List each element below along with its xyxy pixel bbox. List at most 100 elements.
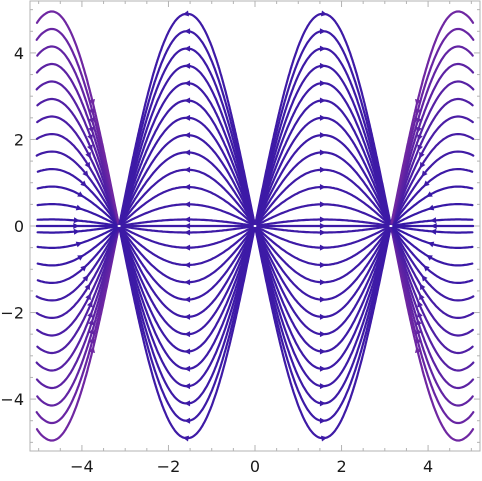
stream-arrow-icon	[319, 45, 326, 52]
stream-arrow-icon	[419, 151, 425, 159]
stream-arrow-icon	[415, 117, 422, 125]
stream-arrow-icon	[421, 274, 428, 282]
stream-arrow-icon	[184, 296, 191, 303]
stream-arrow-icon	[88, 126, 94, 134]
stream-arrow-icon	[88, 337, 95, 344]
stream-arrow-icon	[415, 108, 422, 115]
stream-arrow-icon	[87, 300, 93, 308]
stream-arrow-icon	[184, 97, 191, 104]
stream-arrow-icon	[184, 216, 191, 223]
stream-arrow-icon	[319, 331, 326, 338]
stream-arrow-icon	[427, 204, 435, 211]
stream-arrow-icon	[319, 216, 326, 223]
stream-arrow-icon	[88, 117, 95, 125]
stream-arrow-icon	[184, 365, 191, 372]
stream-arrow-icon	[319, 383, 326, 390]
stream-arrow-icon	[182, 435, 190, 442]
stream-arrow-icon	[184, 184, 191, 191]
y-tick-label: 0	[14, 217, 24, 236]
stream-arrow-icon	[184, 201, 191, 208]
stream-arrow-icon	[184, 114, 191, 121]
stream-arrow-icon	[416, 318, 422, 326]
stream-arrow-icon	[184, 166, 191, 173]
y-tick-label: −4	[0, 390, 24, 409]
stream-arrow-icon	[80, 265, 87, 272]
stream-arrow-icon	[419, 283, 426, 291]
stream-arrow-icon	[87, 311, 93, 318]
stream-arrow-icon	[88, 108, 95, 115]
stream-arrow-icon	[319, 166, 326, 173]
stream-arrow-icon	[319, 114, 326, 121]
stream-arrow-icon	[73, 217, 80, 224]
stream-arrow-icon	[319, 400, 326, 407]
stream-arrow-icon	[184, 132, 191, 139]
y-tick-label: −2	[0, 304, 24, 323]
stream-arrow-icon	[319, 201, 326, 208]
stream-arrow-icon	[182, 10, 190, 17]
stream-arrow-icon	[419, 293, 425, 301]
stream-arrow-icon	[73, 223, 80, 229]
stream-arrow-icon	[319, 261, 326, 268]
stream-arrow-icon	[184, 313, 191, 320]
stream-arrow-icon	[430, 217, 437, 224]
stream-arrow-icon	[184, 62, 191, 69]
stream-arrow-icon	[319, 244, 326, 251]
stream-arrow-icon	[319, 132, 326, 139]
stream-arrow-icon	[430, 228, 437, 235]
stream-arrow-icon	[184, 279, 191, 286]
stream-arrow-icon	[423, 180, 430, 187]
stream-arrow-icon	[319, 223, 326, 229]
stream-arrow-icon	[319, 80, 326, 87]
stream-arrow-icon	[84, 283, 91, 291]
stream-arrow-icon	[319, 28, 326, 35]
stream-arrow-icon	[417, 300, 423, 308]
stream-arrow-icon	[184, 383, 191, 390]
stream-arrow-icon	[184, 244, 191, 251]
stream-arrow-icon	[423, 265, 430, 272]
stream-arrow-icon	[184, 331, 191, 338]
stream-arrow-icon	[319, 149, 326, 156]
stream-arrow-icon	[184, 348, 191, 355]
stream-arrow-icon	[415, 337, 422, 344]
stream-arrow-icon	[84, 161, 91, 169]
streamlines	[35, 10, 475, 442]
stream-arrow-icon	[414, 346, 421, 353]
stream-arrow-icon	[89, 346, 96, 353]
x-tick-label: −4	[70, 457, 94, 476]
stream-arrow-icon	[414, 99, 421, 106]
stream-arrow-icon	[73, 228, 80, 235]
stream-arrow-icon	[75, 241, 83, 248]
stream-arrow-icon	[319, 365, 326, 372]
stream-arrow-icon	[85, 151, 91, 159]
stream-arrow-icon	[426, 191, 433, 197]
stream-arrow-icon	[77, 191, 84, 197]
stream-arrow-icon	[415, 327, 422, 335]
stream-arrow-icon	[319, 229, 326, 236]
stream-arrow-icon	[85, 293, 91, 301]
stream-arrow-icon	[319, 97, 326, 104]
stream-arrow-icon	[319, 62, 326, 69]
stream-arrow-icon	[427, 241, 435, 248]
stream-arrow-icon	[319, 417, 326, 424]
stream-arrow-icon	[184, 80, 191, 87]
stream-arrow-icon	[88, 318, 94, 326]
stream-arrow-icon	[319, 279, 326, 286]
y-tick-labels: 4 2 0 −2 −4	[0, 44, 24, 409]
x-tick-label: −2	[157, 457, 181, 476]
stream-arrow-icon	[77, 255, 84, 261]
stream-arrow-icon	[421, 170, 428, 178]
stream-arrow-icon	[416, 126, 422, 134]
x-tick-labels: −4 −2 0 2 4	[70, 457, 433, 476]
stream-arrow-icon	[319, 313, 326, 320]
stream-arrow-icon	[184, 400, 191, 407]
stream-arrow-icon	[184, 261, 191, 268]
stream-arrow-icon	[426, 255, 433, 261]
x-tick-label: 0	[250, 457, 260, 476]
stream-arrow-icon	[75, 204, 83, 211]
stream-arrow-icon	[184, 45, 191, 52]
stream-arrow-icon	[417, 144, 423, 152]
stream-arrow-icon	[87, 144, 93, 152]
y-tick-label: 4	[14, 44, 24, 63]
x-tick-label: 4	[423, 457, 433, 476]
